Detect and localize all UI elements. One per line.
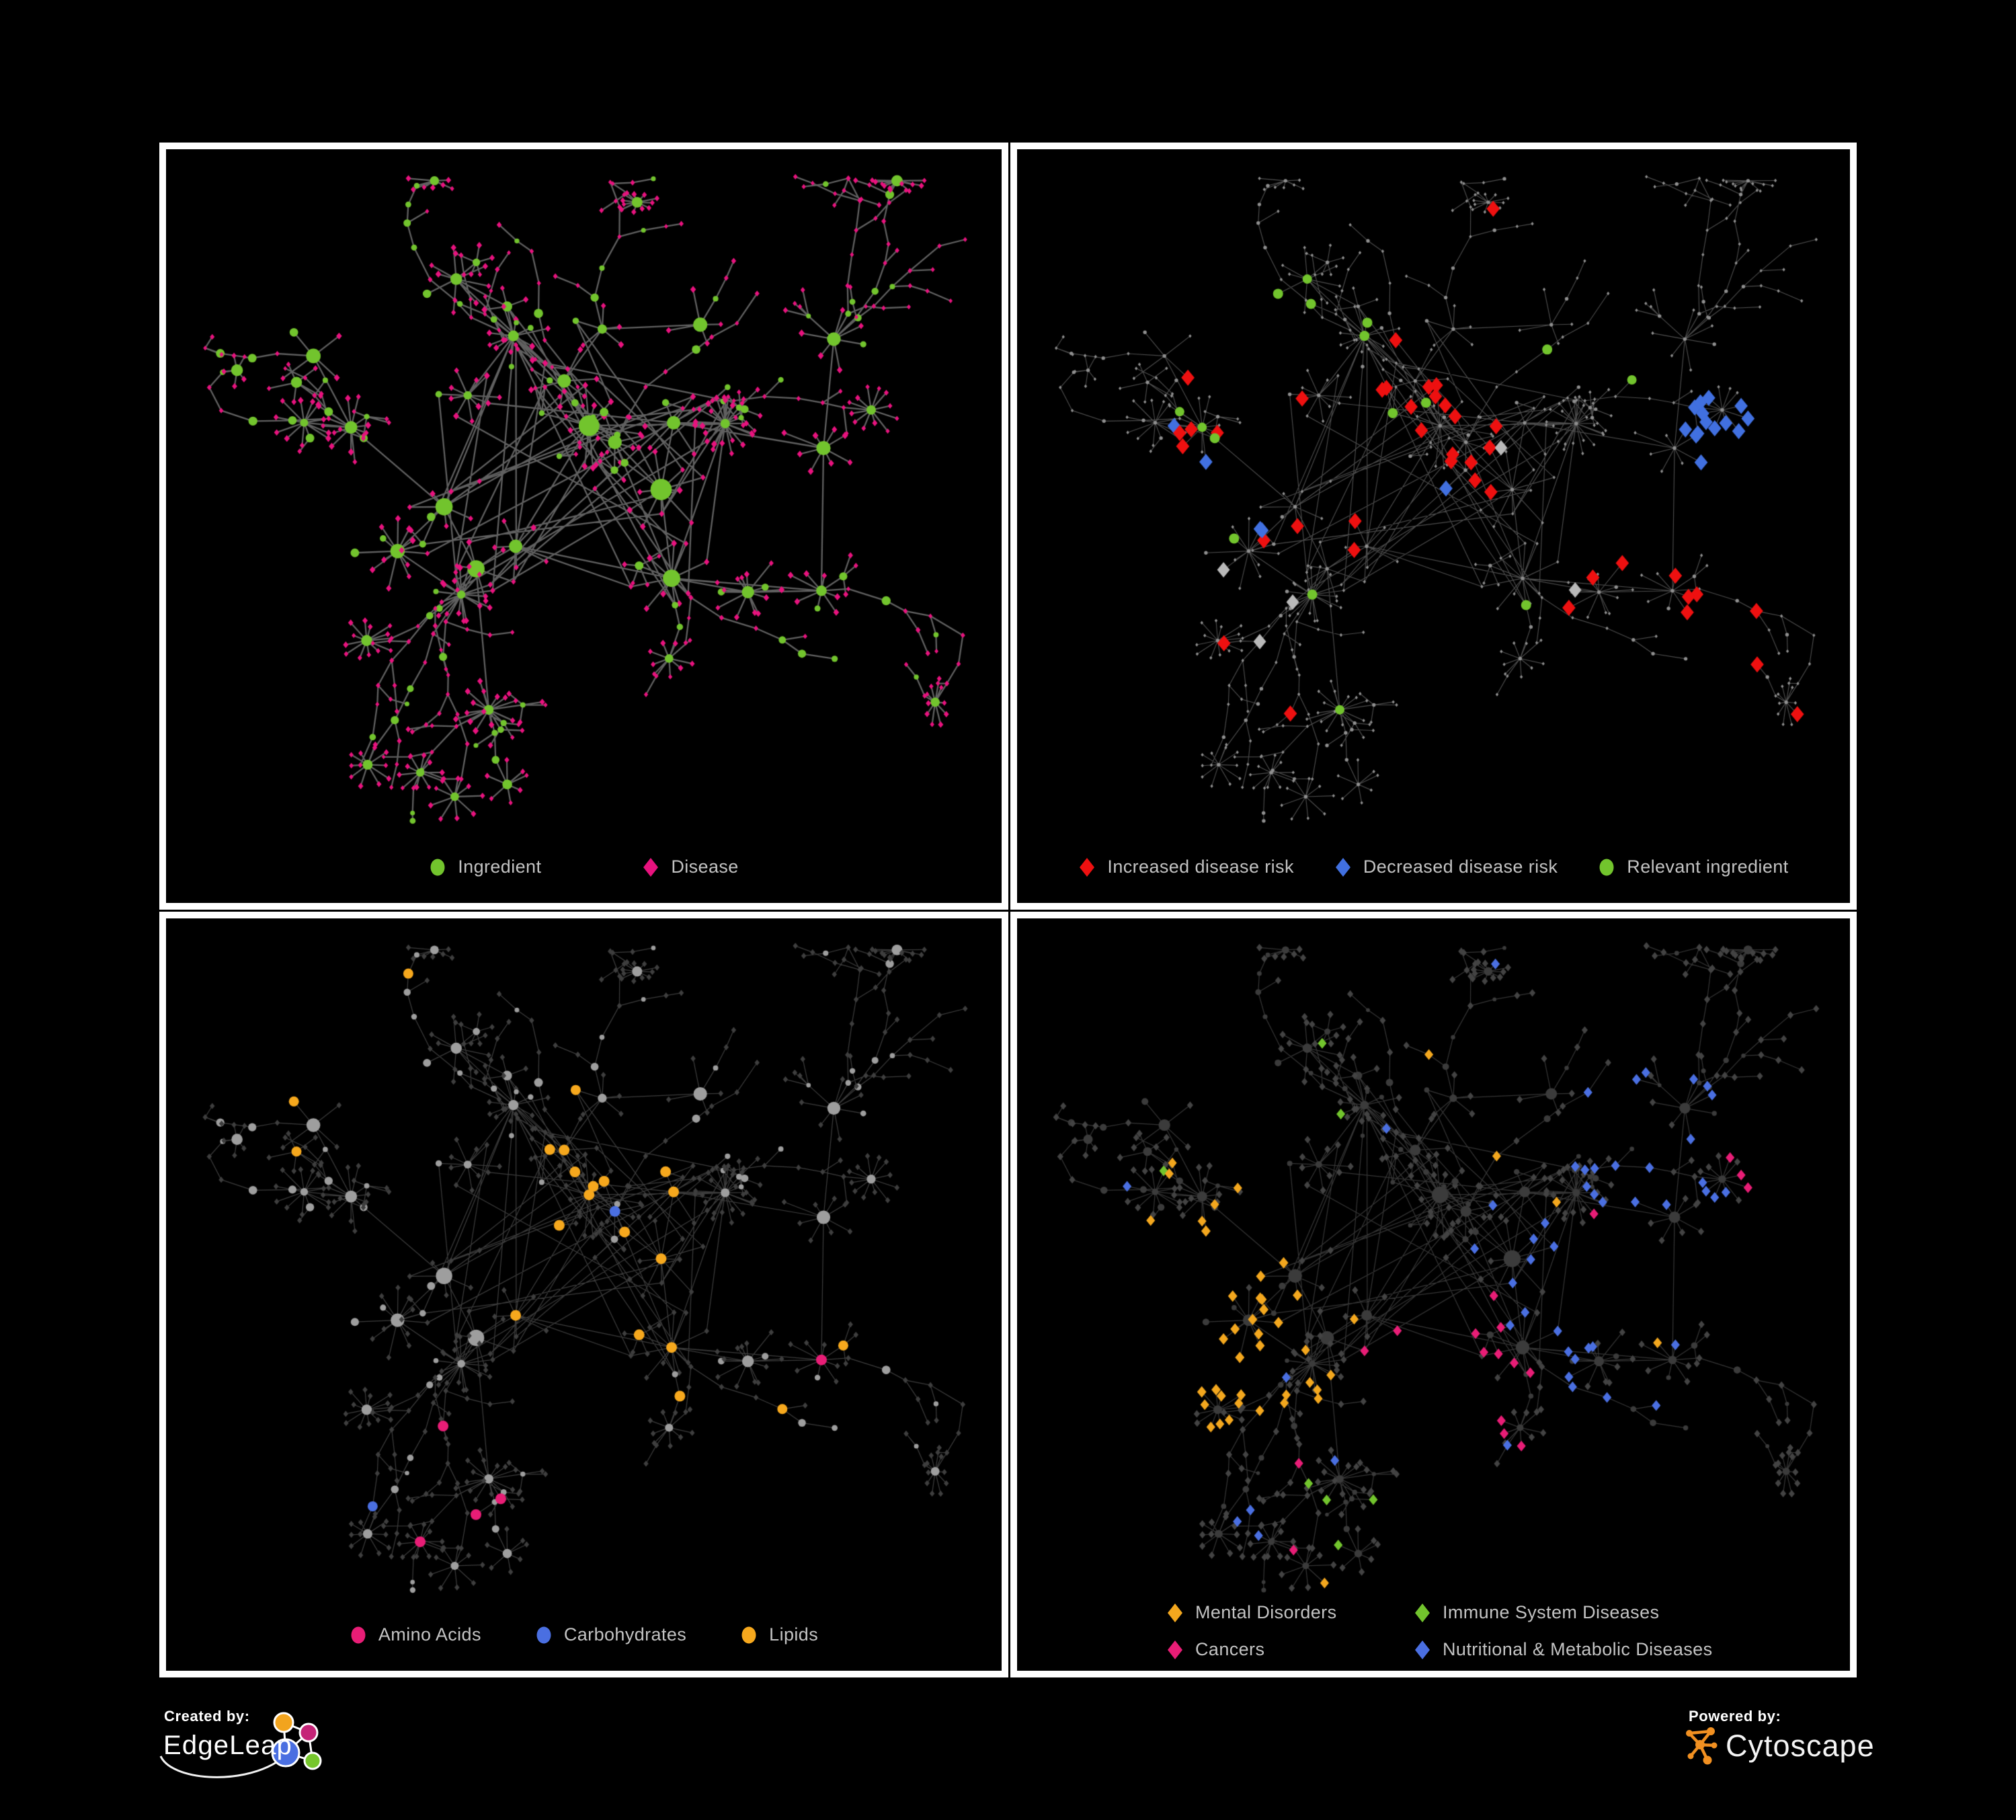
legend-label: Lipids	[769, 1624, 819, 1645]
cytoscape-logo-icon	[1686, 1727, 1718, 1765]
legend-label: Immune System Diseases	[1443, 1602, 1660, 1622]
network-graph-disease-classes	[1017, 918, 1837, 1657]
legend-disease-classes: Mental Disorders Immune System Diseases Ca…	[1166, 1602, 1712, 1660]
panel-nutrient-classes: Amino Acids Carbohydrates Lipids	[159, 912, 1008, 1677]
powered-by-label: Powered by:	[1689, 1708, 1781, 1725]
legend-item: Lipids	[740, 1624, 818, 1645]
legend-label: Increased disease risk	[1107, 857, 1294, 877]
legend-label: Mental Disorders	[1195, 1602, 1337, 1622]
cytoscape-wordmark: Cytoscape	[1726, 1729, 1875, 1763]
legend-label: Carbohydrates	[563, 1624, 687, 1645]
legend-label: Disease	[671, 857, 739, 877]
legend-circle-icon	[430, 859, 445, 875]
created-by-label: Created by:	[164, 1708, 250, 1725]
edgeleap-wordmark: EdgeLeap	[163, 1731, 293, 1760]
network-graph-disease-risk	[1017, 149, 1837, 889]
network-graph-nutrient-classes	[166, 918, 988, 1657]
edgeleap-node-green	[303, 1751, 322, 1770]
legend-item: Immune System Diseases	[1414, 1602, 1712, 1623]
legend-item: Increased disease risk	[1078, 857, 1293, 877]
network-graph-ingredient-disease	[166, 149, 988, 889]
legend-label: Decreased disease risk	[1363, 857, 1558, 877]
legend-diamond-icon	[1080, 857, 1095, 877]
legend-circle-icon	[741, 1626, 756, 1643]
legend-item: Amino Acids	[350, 1624, 481, 1645]
edgeleap-credit: Created by: EdgeLeap	[159, 1708, 455, 1802]
legend-nutrient-classes: Amino Acids Carbohydrates Lipids	[166, 1624, 1002, 1645]
legend-label: Ingredient	[458, 857, 542, 877]
legend-disease-risk: Increased disease risk Decreased disease …	[1017, 857, 1850, 877]
edgeleap-node-orange	[273, 1712, 294, 1733]
legend-item: Carbohydrates	[535, 1624, 686, 1645]
legend-diamond-icon	[1415, 1603, 1430, 1622]
cytoscape-credit: Powered by: Cytoscape	[1684, 1708, 2000, 1802]
legend-item: Nutritional & Metabolic Diseases	[1414, 1639, 1712, 1660]
legend-ingredient-disease: Ingredient Disease	[166, 857, 1002, 877]
panel-ingredient-disease: Ingredient Disease	[159, 143, 1008, 910]
legend-diamond-icon	[643, 857, 659, 877]
legend-label: Nutritional & Metabolic Diseases	[1443, 1639, 1713, 1659]
edgeleap-node-blue	[271, 1738, 300, 1768]
legend-diamond-icon	[1168, 1640, 1182, 1659]
legend-item: Decreased disease risk	[1334, 857, 1558, 877]
legend-item: Ingredient	[429, 857, 541, 877]
legend-circle-icon	[1599, 859, 1614, 875]
legend-label: Amino Acids	[378, 1624, 481, 1645]
legend-diamond-icon	[1168, 1603, 1182, 1622]
legend-label: Cancers	[1195, 1639, 1265, 1659]
legend-item: Disease	[642, 857, 738, 877]
legend-circle-icon	[351, 1626, 366, 1643]
panel-disease-classes: Mental Disorders Immune System Diseases Ca…	[1010, 912, 1857, 1677]
legend-item: Relevant ingredient	[1598, 857, 1788, 877]
legend-item: Cancers	[1166, 1639, 1414, 1660]
panel-disease-risk: Increased disease risk Decreased disease …	[1010, 143, 1857, 910]
legend-item: Mental Disorders	[1166, 1602, 1414, 1623]
legend-label: Relevant ingredient	[1627, 857, 1789, 877]
legend-diamond-icon	[1415, 1640, 1430, 1659]
legend-diamond-icon	[1335, 857, 1350, 877]
legend-circle-icon	[536, 1626, 551, 1643]
edgeleap-node-magenta	[298, 1723, 319, 1743]
edgeleap-logo-icon	[159, 1712, 322, 1778]
